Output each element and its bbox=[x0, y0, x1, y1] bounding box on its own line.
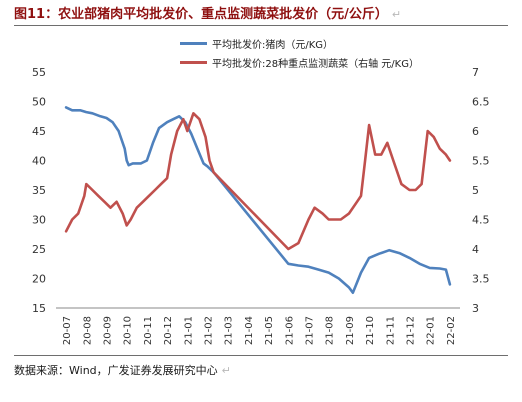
x-tick-label: 20-08 bbox=[82, 316, 93, 345]
x-tick-label: 21-12 bbox=[406, 316, 417, 345]
legend-label-pork: 平均批发价:猪肉（元/KG） bbox=[212, 40, 334, 51]
y-right-tick-label: 6.5 bbox=[472, 96, 490, 109]
x-tick-label: 22-01 bbox=[426, 316, 437, 345]
legend-item-vegetables: 平均批发价:28种重点监测蔬菜（右轴 元/KG） bbox=[180, 53, 419, 72]
x-tick-label: 21-09 bbox=[345, 316, 356, 345]
y-left-tick-label: 55 bbox=[32, 66, 46, 79]
source-text: 数据来源：Wind，广发证券发展研究中心 bbox=[14, 364, 218, 377]
x-tick-label: 21-08 bbox=[325, 316, 336, 345]
x-tick-label: 21-11 bbox=[385, 316, 396, 345]
y-left-tick-label: 35 bbox=[32, 184, 46, 197]
x-tick-label: 21-04 bbox=[244, 316, 255, 345]
x-tick-label: 22-02 bbox=[446, 316, 457, 345]
y-right-tick-label: 7 bbox=[472, 66, 479, 79]
legend-item-pork: 平均批发价:猪肉（元/KG） bbox=[180, 34, 419, 53]
x-tick-label: 20-11 bbox=[143, 316, 154, 345]
x-tick-label: 20-10 bbox=[123, 316, 134, 345]
legend-label-vegetables: 平均批发价:28种重点监测蔬菜（右轴 元/KG） bbox=[212, 59, 419, 70]
y-right-tick-label: 5 bbox=[472, 184, 479, 197]
x-tick-label: 20-09 bbox=[103, 316, 114, 345]
y-left-tick-label: 30 bbox=[32, 214, 46, 227]
y-right-tick-label: 6 bbox=[472, 125, 479, 138]
y-left-tick-label: 15 bbox=[32, 302, 46, 315]
y-right-tick-label: 3 bbox=[472, 302, 479, 315]
return-mark-icon: ↵ bbox=[391, 8, 402, 21]
y-right-tick-label: 4.5 bbox=[472, 214, 490, 227]
x-tick-label: 21-05 bbox=[264, 316, 275, 345]
legend: 平均批发价:猪肉（元/KG） 平均批发价:28种重点监测蔬菜（右轴 元/KG） bbox=[180, 34, 419, 72]
header-rule bbox=[14, 25, 508, 26]
x-tick-label: 21-07 bbox=[305, 316, 316, 345]
y-left-tick-label: 40 bbox=[32, 155, 46, 168]
footer-rule bbox=[14, 355, 508, 356]
y-left-tick-label: 25 bbox=[32, 243, 46, 256]
y-right-tick-label: 5.5 bbox=[472, 155, 490, 168]
x-tick-label: 21-01 bbox=[183, 316, 194, 345]
y-left-tick-label: 50 bbox=[32, 96, 46, 109]
y-left-tick-label: 20 bbox=[32, 273, 46, 286]
y-right-tick-label: 4 bbox=[472, 243, 479, 256]
return-mark-icon: ↵ bbox=[221, 364, 231, 377]
x-tick-label: 21-10 bbox=[365, 316, 376, 345]
legend-swatch-pork bbox=[180, 42, 207, 45]
legend-swatch-vegetables bbox=[180, 61, 207, 64]
pork-price-line bbox=[64, 106, 452, 295]
vegetable-price-line bbox=[64, 112, 452, 251]
x-tick-label: 21-03 bbox=[224, 316, 235, 345]
x-tick-label: 20-07 bbox=[62, 316, 73, 345]
x-tick-label: 21-06 bbox=[284, 316, 295, 345]
source-note: 数据来源：Wind，广发证券发展研究中心 ↵ bbox=[14, 362, 231, 378]
chart-title: 图11：农业部猪肉平均批发价、重点监测蔬菜批发价（元/公斤） ↵ bbox=[14, 3, 401, 22]
x-tick-label: 20-12 bbox=[163, 316, 174, 345]
x-tick-label: 21-02 bbox=[204, 316, 215, 345]
y-left-tick-label: 45 bbox=[32, 125, 46, 138]
chart-title-text: 图11：农业部猪肉平均批发价、重点监测蔬菜批发价（元/公斤） bbox=[14, 7, 388, 22]
y-right-tick-label: 3.5 bbox=[472, 273, 490, 286]
